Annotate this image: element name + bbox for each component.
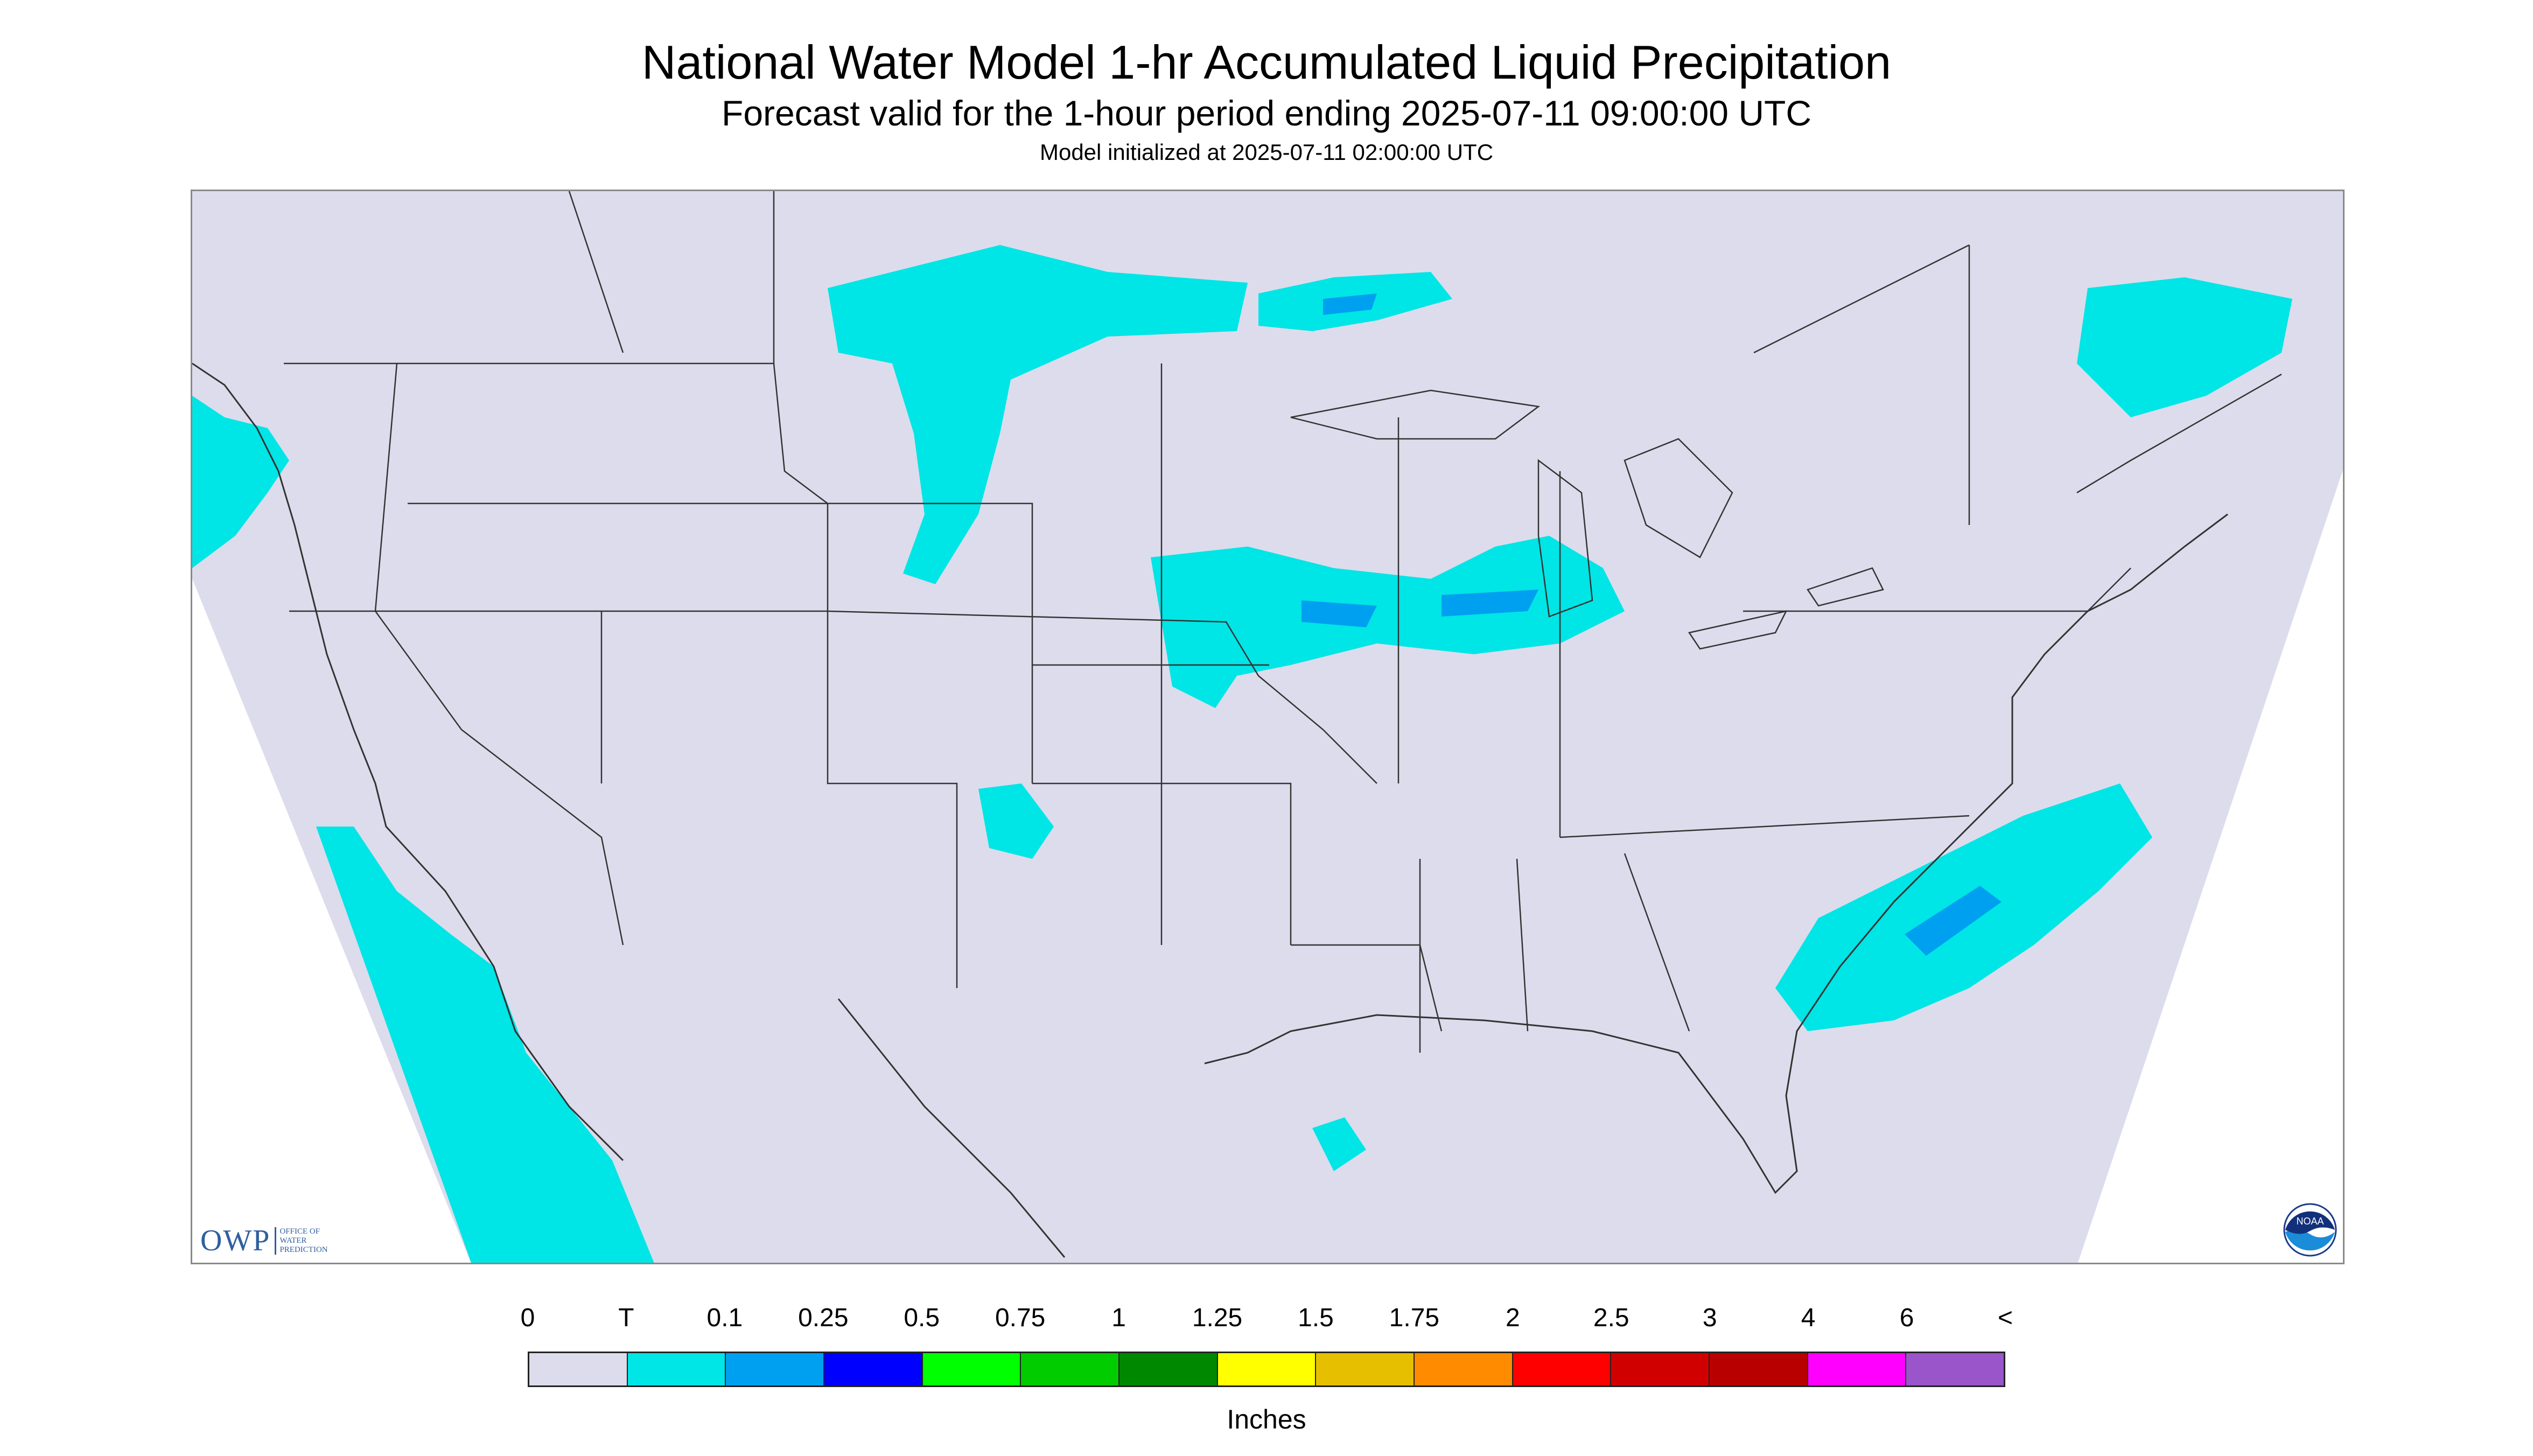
owp-logo: OWP OFFICE OF WATER PREDICTION — [200, 1223, 328, 1258]
great-lakes — [1290, 389, 1884, 650]
model-init-text: Model initialized at 2025-07-11 02:00:00… — [1039, 139, 1494, 165]
northeast-trace-area — [2077, 277, 2292, 417]
heavy-precip-carolina-coast — [1905, 886, 2002, 956]
legend-swatch — [726, 1353, 825, 1385]
gulf-trace-area — [1312, 1117, 1366, 1171]
legend-swatch — [1710, 1353, 1808, 1385]
legend-swatch — [529, 1353, 628, 1385]
legend-label: 0.75 — [995, 1304, 1046, 1332]
legend-label: < — [1997, 1304, 2013, 1332]
legend-label: 1.75 — [1389, 1304, 1440, 1332]
legend-label: 4 — [1801, 1304, 1816, 1332]
legend-units: Inches — [1227, 1404, 1306, 1434]
owp-logo-line: WATER — [279, 1236, 307, 1245]
legend-label: 2 — [1505, 1304, 1520, 1332]
owp-logo-main: OWP — [200, 1224, 271, 1257]
legend-labels: 0 T 0.1 0.25 0.5 0.75 1 1.25 1.5 1.75 2 2.5 3 4 6 < — [521, 1302, 2013, 1334]
southwest-trace-area — [978, 783, 1054, 859]
pacific-northwest-trace-area — [192, 396, 289, 568]
legend-swatch — [1513, 1353, 1612, 1385]
color-legend — [528, 1352, 2005, 1387]
legend-swatch — [1808, 1353, 1907, 1385]
legend-label: 2.5 — [1593, 1304, 1629, 1332]
legend-swatch — [1906, 1353, 2004, 1385]
legend-label: 0.5 — [904, 1304, 940, 1332]
legend-swatch — [922, 1353, 1021, 1385]
legend-label: 0.25 — [798, 1304, 849, 1332]
legend-label: 0.1 — [706, 1304, 743, 1332]
legend-label: 6 — [1899, 1304, 1914, 1332]
northern-plains-trace-area — [828, 245, 1248, 584]
legend-label: 1.5 — [1298, 1304, 1334, 1332]
legend-label: 3 — [1702, 1304, 1717, 1332]
us-coastline — [192, 362, 2228, 1258]
owp-logo-line: OFFICE OF — [279, 1227, 320, 1236]
legend-label: 1.25 — [1192, 1304, 1243, 1332]
owp-logo-side: OFFICE OF WATER PREDICTION — [275, 1227, 328, 1255]
heavy-precip-lake-superior — [1323, 293, 1377, 315]
legend-swatch — [1217, 1353, 1317, 1385]
legend-label: 0 — [520, 1304, 535, 1332]
precipitation-map — [191, 190, 2345, 1264]
legend-swatch — [1021, 1353, 1120, 1385]
legend-swatch — [1415, 1353, 1513, 1385]
pacific-trace-area — [316, 827, 654, 1263]
owp-logo-line: PREDICTION — [279, 1245, 328, 1254]
legend-swatch — [1119, 1353, 1218, 1385]
legend-label: 1 — [1111, 1304, 1126, 1332]
heavy-precip-great-lakes — [1442, 590, 1538, 617]
us-states-map-icon — [192, 191, 2343, 1263]
noaa-logo-text: NOAA — [2296, 1216, 2324, 1227]
legend-label: T — [618, 1304, 634, 1332]
noaa-logo-icon: NOAA — [2283, 1203, 2337, 1257]
precip-heavy-areas — [1302, 293, 2002, 956]
page-subtitle: Forecast valid for the 1-hour period end… — [722, 93, 1811, 133]
page-title: National Water Model 1-hr Accumulated Li… — [641, 36, 1892, 89]
political-boundaries — [284, 191, 2282, 1053]
heavy-precip-midwest — [1302, 600, 1377, 627]
legend-swatch — [824, 1353, 923, 1385]
legend-swatch — [627, 1353, 726, 1385]
legend-swatch — [1611, 1353, 1710, 1385]
legend-swatch — [1316, 1353, 1415, 1385]
